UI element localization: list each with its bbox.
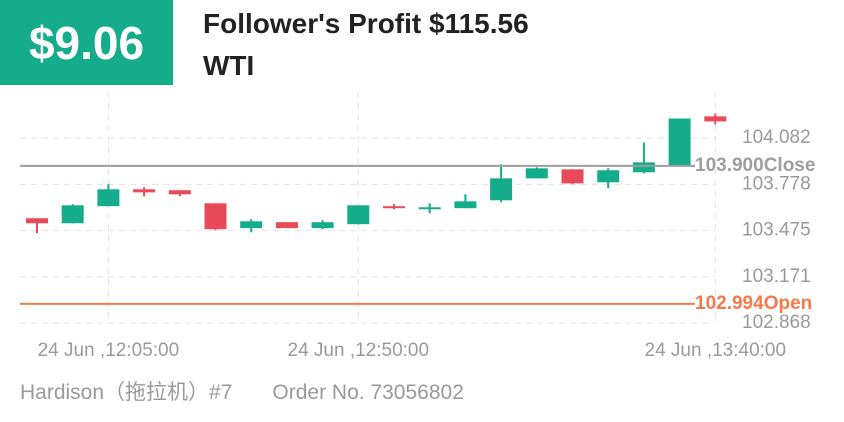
chart: 102.868 103.171 103.475 103.778 104.082 24 Ju… [20, 92, 815, 361]
candle-body [61, 205, 84, 224]
title: Follower's Profit $115.56 [203, 8, 529, 39]
candle-body [240, 221, 263, 229]
profit-badge: $9.06 [0, 0, 173, 85]
footer: Hardison（拖拉机）#7 Order No. 73056802 [20, 376, 464, 406]
candle-body [418, 207, 441, 210]
x-tick-label: 24 Jun ,12:50:00 [288, 340, 430, 361]
candle-body [347, 205, 370, 225]
reference-name: Close [764, 155, 816, 176]
candle-body [26, 218, 48, 224]
candle-body [204, 203, 227, 230]
candle-body [97, 189, 120, 207]
candle-body [525, 168, 548, 179]
reference-name: Open [764, 293, 813, 314]
candle-body [168, 190, 191, 195]
candle-body [668, 118, 691, 166]
reference-label: 102.994Open [695, 293, 812, 314]
x-tick-label: 24 Jun ,13:40:00 [645, 340, 787, 361]
candle-body [632, 162, 655, 173]
order-number: Order No. 73056802 [272, 381, 464, 404]
reference-label: 103.900Close [695, 155, 815, 176]
candle-body [311, 222, 334, 229]
candle-body [561, 169, 584, 184]
x-tick-label: 24 Jun ,12:05:00 [38, 340, 180, 361]
y-tick-label: 103.778 [742, 173, 811, 194]
subtitle: WTI [203, 50, 255, 81]
candle-body [133, 189, 156, 193]
candle-body [454, 201, 477, 209]
trader: Hardison（拖拉机）#7 [20, 381, 233, 404]
reference-value: 103.900 [695, 155, 764, 176]
y-tick-label: 104.082 [742, 127, 811, 148]
candle-body [704, 116, 727, 122]
reference-value: 102.994 [695, 293, 764, 314]
candle-body [383, 206, 405, 209]
candle-body [490, 178, 513, 201]
candle-body [597, 170, 620, 183]
y-tick-label: 102.868 [742, 312, 811, 333]
candle-body [275, 222, 298, 229]
y-tick-label: 103.171 [742, 266, 811, 287]
y-tick-label: 103.475 [742, 220, 811, 241]
